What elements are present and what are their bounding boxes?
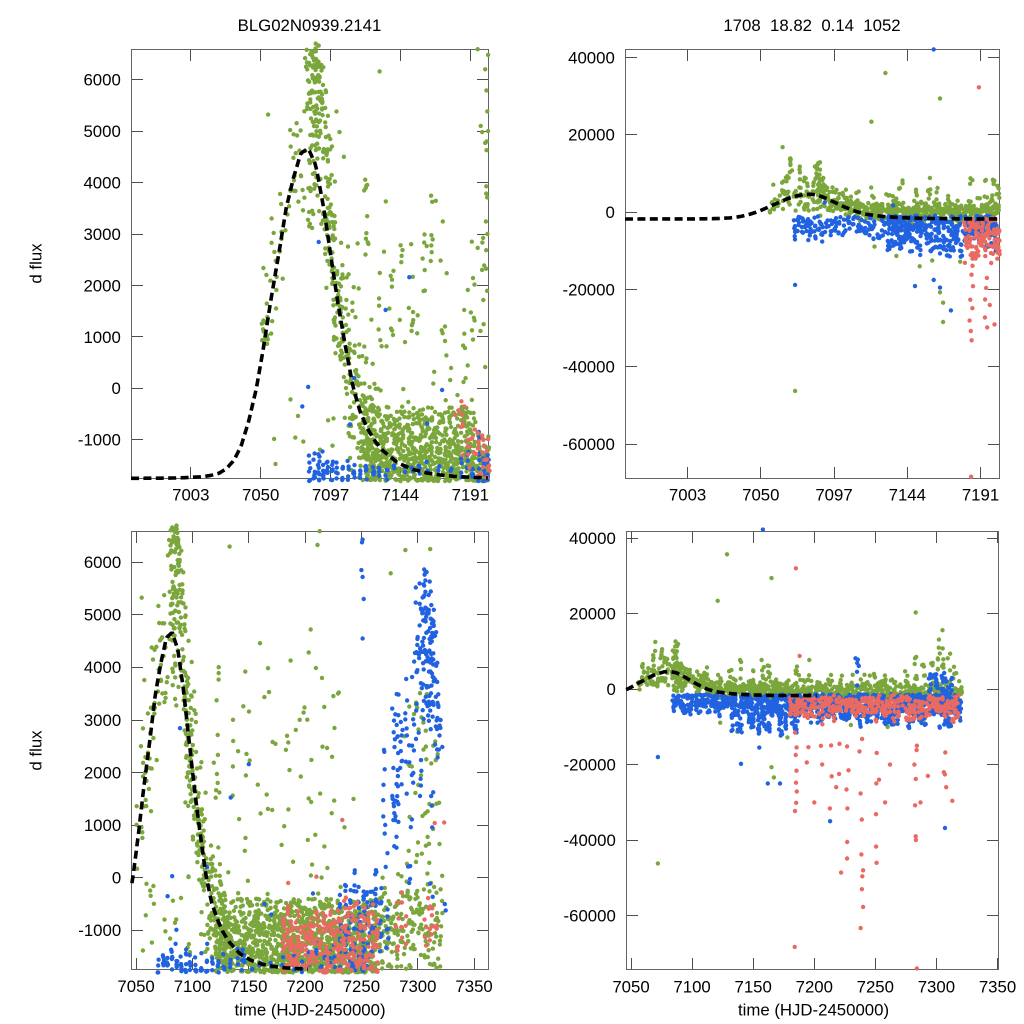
svg-text:-1000: -1000 xyxy=(78,921,121,940)
svg-text:-1000: -1000 xyxy=(78,431,121,450)
svg-text:7097: 7097 xyxy=(312,486,349,505)
svg-text:-20000: -20000 xyxy=(563,280,615,299)
svg-text:7150: 7150 xyxy=(735,977,772,996)
svg-text:20000: 20000 xyxy=(568,126,615,145)
svg-text:4000: 4000 xyxy=(84,658,121,677)
svg-text:-20000: -20000 xyxy=(564,755,616,774)
svg-text:7200: 7200 xyxy=(796,977,833,996)
svg-text:7191: 7191 xyxy=(452,486,489,505)
svg-text:7250: 7250 xyxy=(343,977,380,996)
svg-text:d flux: d flux xyxy=(27,730,46,771)
svg-text:7300: 7300 xyxy=(399,977,436,996)
svg-text:0: 0 xyxy=(111,379,120,398)
svg-text:7097: 7097 xyxy=(815,486,852,505)
svg-text:7144: 7144 xyxy=(382,486,419,505)
svg-text:7200: 7200 xyxy=(286,977,323,996)
svg-text:7050: 7050 xyxy=(117,977,154,996)
svg-text:5000: 5000 xyxy=(83,122,120,141)
svg-text:7350: 7350 xyxy=(455,977,492,996)
svg-text:7050: 7050 xyxy=(242,486,279,505)
svg-text:-40000: -40000 xyxy=(563,358,615,377)
svg-text:7100: 7100 xyxy=(174,977,211,996)
svg-text:7100: 7100 xyxy=(673,977,710,996)
svg-text:6000: 6000 xyxy=(83,70,120,89)
svg-text:7150: 7150 xyxy=(230,977,267,996)
svg-text:2000: 2000 xyxy=(83,276,120,295)
svg-text:time (HJD-2450000): time (HJD-2450000) xyxy=(738,1001,889,1020)
svg-text:7191: 7191 xyxy=(962,486,999,505)
svg-text:7144: 7144 xyxy=(889,486,926,505)
svg-text:40000: 40000 xyxy=(569,529,616,548)
svg-text:d flux: d flux xyxy=(27,243,46,284)
svg-text:7003: 7003 xyxy=(172,486,209,505)
svg-text:1708 18.82 0.14 1052: 1708 18.82 0.14 1052 xyxy=(723,16,900,35)
svg-text:5000: 5000 xyxy=(84,606,121,625)
svg-text:0: 0 xyxy=(606,680,615,699)
svg-text:time (HJD-2450000): time (HJD-2450000) xyxy=(234,1001,385,1020)
svg-text:0: 0 xyxy=(605,203,614,222)
svg-text:1000: 1000 xyxy=(84,816,121,835)
svg-text:0: 0 xyxy=(112,869,121,888)
svg-text:7250: 7250 xyxy=(857,977,894,996)
svg-text:3000: 3000 xyxy=(84,711,121,730)
svg-text:7050: 7050 xyxy=(742,486,779,505)
svg-text:40000: 40000 xyxy=(568,48,615,67)
svg-text:-60000: -60000 xyxy=(563,435,615,454)
svg-text:7350: 7350 xyxy=(979,977,1016,996)
svg-text:-60000: -60000 xyxy=(564,906,616,925)
svg-text:6000: 6000 xyxy=(84,553,121,572)
svg-text:7300: 7300 xyxy=(918,977,955,996)
svg-text:20000: 20000 xyxy=(569,604,616,623)
svg-text:7050: 7050 xyxy=(612,977,649,996)
svg-text:4000: 4000 xyxy=(83,173,120,192)
svg-text:BLG02N0939.2141: BLG02N0939.2141 xyxy=(238,16,382,35)
svg-text:1000: 1000 xyxy=(83,328,120,347)
svg-text:2000: 2000 xyxy=(84,763,121,782)
svg-text:-40000: -40000 xyxy=(564,831,616,850)
svg-text:7003: 7003 xyxy=(669,486,706,505)
svg-text:3000: 3000 xyxy=(83,225,120,244)
